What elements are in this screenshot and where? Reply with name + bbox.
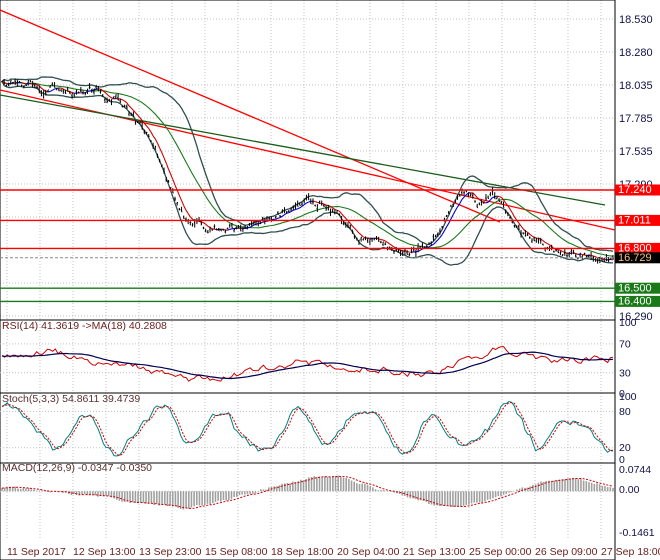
svg-text:26 Sep 09:00: 26 Sep 09:00 (535, 546, 598, 558)
svg-text:70: 70 (619, 339, 631, 351)
svg-text:16.500: 16.500 (618, 282, 652, 294)
svg-text:17.011: 17.011 (618, 215, 651, 227)
svg-text:20: 20 (619, 442, 631, 454)
svg-text:25 Sep 00:00: 25 Sep 00:00 (469, 546, 532, 558)
svg-text:30: 30 (619, 368, 631, 380)
svg-text:0.0744: 0.0744 (619, 464, 651, 476)
svg-text:80: 80 (619, 406, 631, 418)
svg-text:21 Sep 13:00: 21 Sep 13:00 (403, 546, 466, 558)
svg-text:100: 100 (619, 391, 637, 403)
svg-text:RSI(14) 41.3619 ->MA(18) 40.2: RSI(14) 41.3619 ->MA(18) 40.2808 (2, 320, 167, 332)
svg-text:12 Sep 13:00: 12 Sep 13:00 (73, 546, 136, 558)
svg-text:17.785: 17.785 (619, 113, 653, 125)
svg-text:13 Sep 23:00: 13 Sep 23:00 (139, 546, 202, 558)
svg-text:18.280: 18.280 (619, 47, 653, 59)
svg-text:20 Sep 04:00: 20 Sep 04:00 (337, 546, 400, 558)
svg-text:17.240: 17.240 (618, 184, 652, 196)
svg-text:18.035: 18.035 (619, 80, 653, 92)
svg-text:0.00: 0.00 (619, 484, 640, 496)
svg-text:17.535: 17.535 (619, 146, 653, 158)
svg-text:-0.1461: -0.1461 (619, 527, 655, 539)
svg-text:18.530: 18.530 (619, 14, 653, 26)
svg-text:11 Sep 2017: 11 Sep 2017 (7, 546, 66, 558)
svg-text:18 Sep 18:00: 18 Sep 18:00 (271, 546, 334, 558)
svg-text:27 Sep 18:00: 27 Sep 18:00 (601, 546, 660, 558)
svg-text:MACD(12,26,9) -0.0347 -0.0350: MACD(12,26,9) -0.0347 -0.0350 (2, 462, 152, 474)
svg-text:16.729: 16.729 (618, 252, 652, 264)
svg-text:16.400: 16.400 (618, 296, 652, 308)
svg-text:15 Sep 08:00: 15 Sep 08:00 (205, 546, 268, 558)
svg-text:100: 100 (619, 317, 637, 329)
svg-text:Stoch(5,3,3) 54.8611 39.4739: Stoch(5,3,3) 54.8611 39.4739 (2, 393, 140, 405)
